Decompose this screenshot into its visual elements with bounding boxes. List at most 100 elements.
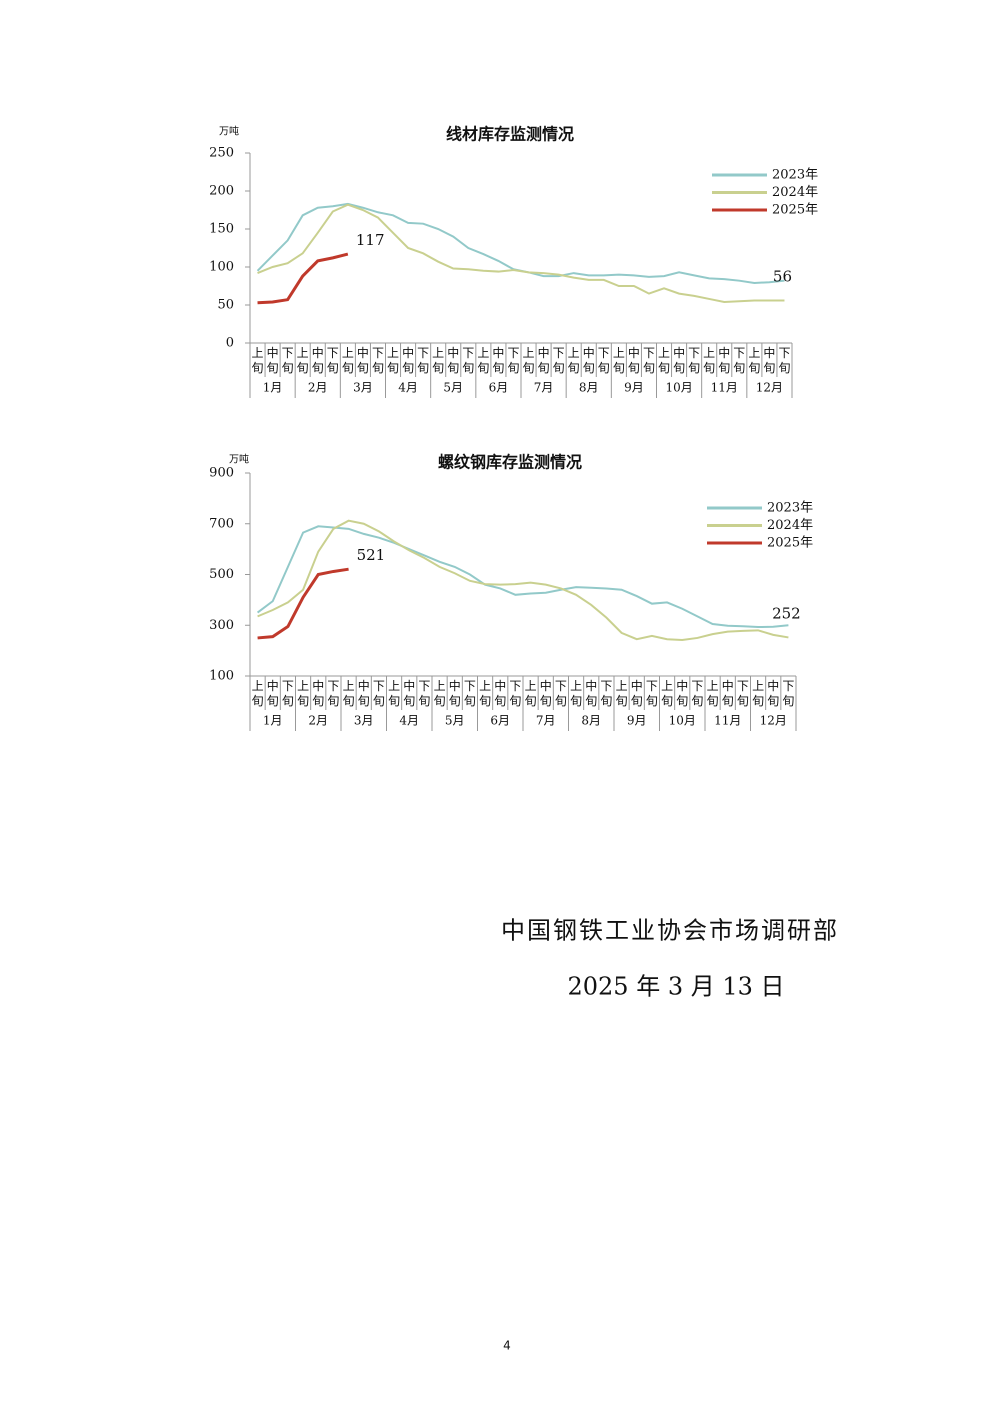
month-label: 4月 bbox=[398, 381, 418, 395]
x-tick-label: 下旬 bbox=[282, 679, 294, 708]
x-tick-label: 上旬 bbox=[703, 346, 715, 375]
x-tick-label: 下旬 bbox=[282, 346, 294, 375]
x-tick-label: 上旬 bbox=[252, 679, 264, 708]
month-label: 8月 bbox=[581, 714, 601, 728]
x-tick-label: 中旬 bbox=[676, 678, 688, 708]
x-tick-label: 下旬 bbox=[646, 679, 658, 708]
month-label: 5月 bbox=[443, 381, 463, 395]
x-tick-label: 下旬 bbox=[327, 679, 339, 708]
x-tick-label: 中旬 bbox=[628, 345, 640, 375]
x-tick-label: 中旬 bbox=[312, 678, 324, 708]
x-tick-label: 中旬 bbox=[402, 345, 414, 375]
organization: 中国钢铁工业协会市场调研部 bbox=[501, 917, 839, 945]
series-line bbox=[257, 252, 349, 305]
y-tick-label: 150 bbox=[209, 222, 234, 237]
x-tick-label: 上旬 bbox=[568, 346, 580, 375]
x-tick-label: 中旬 bbox=[585, 678, 597, 708]
month-label: 12月 bbox=[760, 714, 787, 728]
x-tick-label: 下旬 bbox=[691, 679, 703, 708]
legend-label: 2024年 bbox=[772, 185, 818, 200]
date: 2025 年 3 月 13 日 bbox=[567, 973, 784, 1001]
x-tick-label: 中旬 bbox=[631, 678, 643, 708]
month-label: 7月 bbox=[534, 381, 554, 395]
data-label: 56 bbox=[773, 267, 792, 285]
x-tick-label: 下旬 bbox=[782, 679, 794, 708]
y-tick-label: 250 bbox=[209, 146, 234, 161]
x-tick-label: 上旬 bbox=[523, 346, 535, 375]
x-tick-label: 中旬 bbox=[767, 678, 779, 708]
x-tick-label: 中旬 bbox=[763, 345, 775, 375]
x-tick-label: 下旬 bbox=[462, 346, 474, 375]
x-tick-label: 上旬 bbox=[479, 679, 491, 708]
month-label: 1月 bbox=[263, 714, 283, 728]
x-tick-label: 下旬 bbox=[372, 346, 384, 375]
x-tick-label: 中旬 bbox=[492, 345, 504, 375]
month-label: 5月 bbox=[445, 714, 465, 728]
x-tick-label: 上旬 bbox=[616, 679, 628, 708]
x-tick-label: 下旬 bbox=[553, 346, 565, 375]
x-tick-label: 上旬 bbox=[434, 679, 446, 708]
x-tick-label: 下旬 bbox=[688, 346, 700, 375]
x-tick-label: 上旬 bbox=[477, 346, 489, 375]
x-tick-label: 中旬 bbox=[358, 678, 370, 708]
x-tick-label: 下旬 bbox=[327, 346, 339, 375]
x-tick-label: 中旬 bbox=[538, 345, 550, 375]
x-tick-label: 下旬 bbox=[778, 346, 790, 375]
x-tick-label: 下旬 bbox=[373, 679, 385, 708]
x-tick-label: 上旬 bbox=[297, 679, 309, 708]
series-line bbox=[257, 203, 785, 303]
month-label: 6月 bbox=[490, 714, 510, 728]
y-tick-label: 300 bbox=[209, 618, 234, 633]
x-tick-label: 下旬 bbox=[643, 346, 655, 375]
x-tick-label: 中旬 bbox=[583, 345, 595, 375]
x-tick-label: 下旬 bbox=[555, 679, 567, 708]
y-unit: 万吨 bbox=[229, 453, 249, 466]
month-label: 10月 bbox=[669, 714, 696, 728]
series-line bbox=[257, 567, 349, 640]
series-line bbox=[256, 525, 789, 629]
legend-label: 2024年 bbox=[767, 518, 813, 533]
x-tick-label: 下旬 bbox=[733, 346, 745, 375]
month-label: 1月 bbox=[263, 381, 283, 395]
x-tick-label: 上旬 bbox=[658, 346, 670, 375]
x-tick-label: 下旬 bbox=[417, 346, 429, 375]
month-label: 9月 bbox=[624, 381, 644, 395]
x-tick-label: 中旬 bbox=[494, 678, 506, 708]
data-label: 117 bbox=[356, 231, 385, 249]
x-tick-label: 上旬 bbox=[388, 679, 400, 708]
x-tick-label: 中旬 bbox=[722, 678, 734, 708]
x-tick-label: 中旬 bbox=[540, 678, 552, 708]
month-label: 4月 bbox=[399, 714, 419, 728]
month-label: 8月 bbox=[579, 381, 599, 395]
x-tick-label: 上旬 bbox=[525, 679, 537, 708]
legend-label: 2023年 bbox=[772, 168, 818, 183]
month-label: 7月 bbox=[536, 714, 556, 728]
x-tick-label: 上旬 bbox=[252, 346, 264, 375]
month-label: 11月 bbox=[714, 714, 741, 728]
month-label: 3月 bbox=[353, 381, 373, 395]
month-label: 3月 bbox=[354, 714, 374, 728]
month-label: 9月 bbox=[627, 714, 647, 728]
month-label: 2月 bbox=[308, 381, 328, 395]
y-tick-label: 900 bbox=[209, 466, 234, 481]
month-label: 2月 bbox=[308, 714, 328, 728]
y-tick-label: 500 bbox=[209, 567, 234, 582]
x-tick-label: 上旬 bbox=[661, 679, 673, 708]
month-label: 6月 bbox=[489, 381, 509, 395]
x-tick-label: 下旬 bbox=[509, 679, 521, 708]
x-tick-label: 中旬 bbox=[447, 345, 459, 375]
chart-title: 线材库存监测情况 bbox=[446, 125, 574, 144]
x-tick-label: 下旬 bbox=[737, 679, 749, 708]
x-tick-label: 上旬 bbox=[343, 679, 355, 708]
series-line bbox=[257, 519, 789, 641]
x-tick-label: 下旬 bbox=[507, 346, 519, 375]
x-tick-label: 中旬 bbox=[449, 678, 461, 708]
x-tick-label: 中旬 bbox=[673, 345, 685, 375]
x-tick-label: 上旬 bbox=[613, 346, 625, 375]
x-tick-label: 上旬 bbox=[752, 679, 764, 708]
x-tick-label: 上旬 bbox=[748, 346, 760, 375]
month-label: 11月 bbox=[711, 381, 738, 395]
x-tick-label: 上旬 bbox=[342, 346, 354, 375]
chart-title: 螺纹钢库存监测情况 bbox=[438, 453, 582, 472]
